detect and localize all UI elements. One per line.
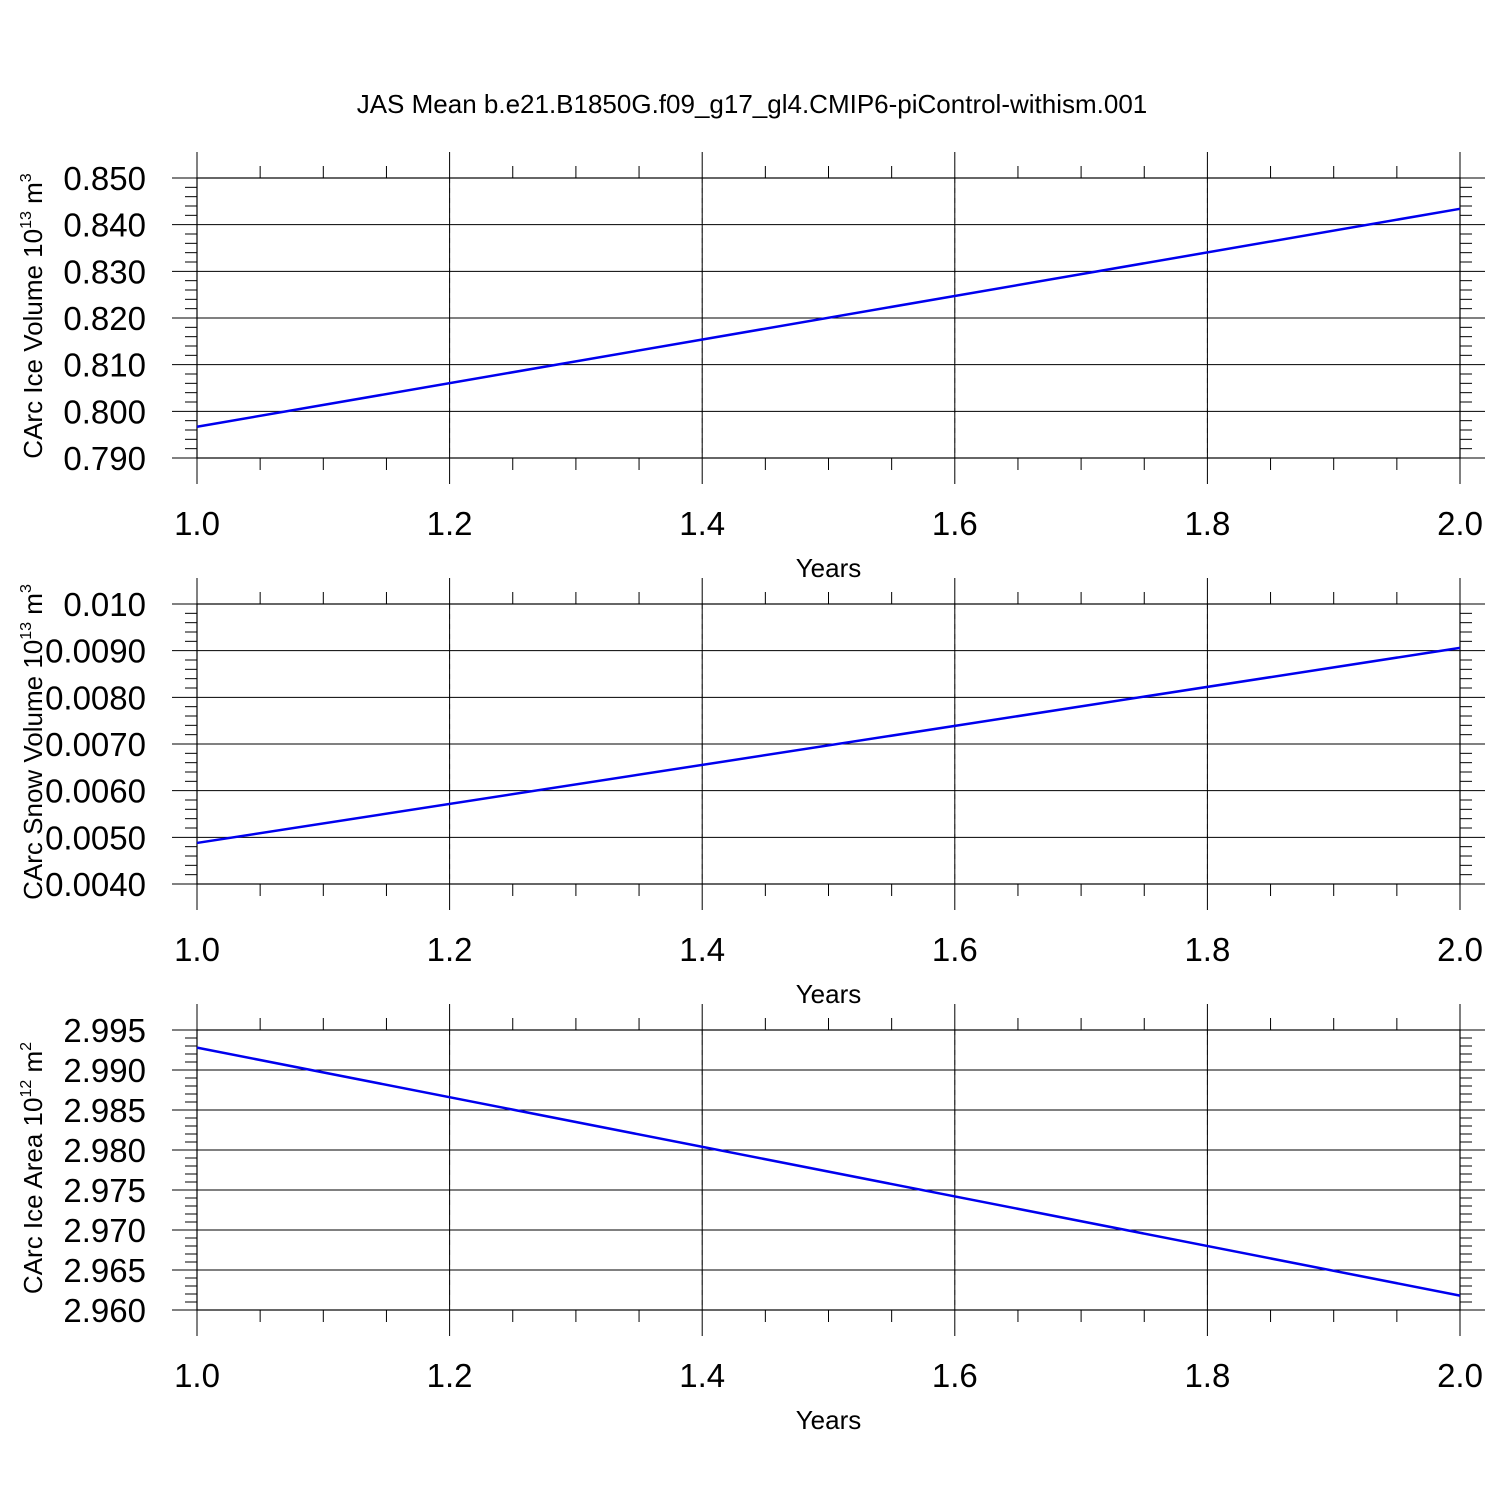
y-tick-label: 0.0080: [45, 679, 146, 716]
x-tick-label: 1.4: [679, 931, 725, 968]
chart-panel-3: 1.0 1.2 1.4 1.6 1.8 2.02.9952.9902.9852.9802.…: [18, 1004, 1485, 1435]
x-tick-label: 1.2: [427, 1357, 473, 1394]
y-axis-title: CArc Snow Volume 1013 m3: [18, 584, 48, 900]
x-axis-title: Years: [796, 979, 862, 1009]
x-tick-label: 1.6: [932, 931, 978, 968]
x-tick-label: 1.0: [174, 1357, 220, 1394]
y-axis-title-part: 12: [18, 1080, 35, 1098]
y-axis-title-part: 2: [18, 1042, 35, 1051]
series-line-1: [196, 1046, 1461, 1297]
y-tick-label: 2.985: [63, 1092, 146, 1129]
y-tick-label: 0.840: [63, 207, 146, 244]
y-tick-label: 2.995: [63, 1012, 146, 1049]
x-tick-label: 1.4: [679, 505, 725, 542]
x-axis-title: Years: [796, 553, 862, 583]
series-line-1: [196, 207, 1461, 428]
x-tick-label: 1.8: [1184, 505, 1230, 542]
x-tick-label: 1.0: [174, 505, 220, 542]
chart-panel-2: 1.0 1.2 1.4 1.6 1.8 2.0 0.010 0.0090 0.0080 0.007…: [18, 578, 1485, 1009]
y-tick-label: 0.810: [63, 347, 146, 384]
y-tick-label: 0.830: [63, 253, 146, 290]
plot-frame: [196, 603, 1461, 885]
plot-frame: [196, 1029, 1461, 1311]
y-axis-title-part: CArc Ice Area 10: [18, 1098, 48, 1295]
figure-title: JAS Mean b.e21.B1850G.f09_g17_gl4.CMIP6-…: [357, 89, 1148, 119]
chart-panels: 1.0 1.2 1.4 1.6 1.8 2.0 0.850 0.840 0.830 0.820 0.…: [18, 152, 1485, 1435]
x-tick-label: 1.8: [1184, 1357, 1230, 1394]
x-tick-label: 1.4: [679, 1357, 725, 1394]
y-tick-label: 0.0060: [45, 773, 146, 810]
y-tick-label: 0.800: [63, 393, 146, 430]
plot-frame: [196, 177, 1461, 459]
y-tick-label: 0.0070: [45, 726, 146, 763]
y-tick-label: 0.850: [63, 160, 146, 197]
x-tick-label: 1.6: [932, 505, 978, 542]
y-axis-title-part: m: [18, 182, 48, 211]
x-tick-label: 1.6: [932, 1357, 978, 1394]
x-tick-label: 1.2: [427, 505, 473, 542]
y-axis-title-part: CArc Snow Volume 10: [18, 640, 48, 900]
y-axis-title: CArc Ice Volume 1013 m3: [18, 173, 48, 458]
x-tick-label: 2.0: [1437, 931, 1483, 968]
y-axis-title-part: 3: [18, 173, 35, 182]
x-axis-title: Years: [796, 1405, 862, 1435]
x-tick-label: 1.2: [427, 931, 473, 968]
y-tick-label: 0.0040: [45, 866, 146, 903]
y-axis-title-part: 3: [18, 584, 35, 593]
y-axis-title-part: m: [18, 1051, 48, 1080]
y-tick-label: 2.970: [63, 1212, 146, 1249]
y-axis-title-part: 13: [18, 622, 35, 640]
y-tick-label: 2.960: [63, 1292, 146, 1329]
y-axis-title-part: CArc Ice Volume 10: [18, 229, 48, 459]
y-tick-label: 0.010: [63, 586, 146, 623]
x-tick-label: 2.0: [1437, 1357, 1483, 1394]
y-tick-label: 2.980: [63, 1132, 146, 1169]
y-tick-label: 0.0090: [45, 633, 146, 670]
series-line-1: [196, 646, 1461, 845]
x-tick-label: 2.0: [1437, 505, 1483, 542]
x-tick-label: 1.8: [1184, 931, 1230, 968]
y-axis-title-part: 13: [18, 211, 35, 229]
y-axis-title: CArc Ice Area 1012 m2: [18, 1042, 48, 1294]
y-axis-title-part: m: [18, 593, 48, 622]
x-tick-label: 1.0: [174, 931, 220, 968]
y-tick-label: 2.990: [63, 1052, 146, 1089]
y-tick-label: 0.790: [63, 440, 146, 477]
chart-panel-1: 1.0 1.2 1.4 1.6 1.8 2.0 0.850 0.840 0.830 0.820 0.…: [18, 152, 1485, 583]
y-tick-label: 2.965: [63, 1252, 146, 1289]
y-tick-label: 0.820: [63, 300, 146, 337]
y-tick-label: 0.0050: [45, 819, 146, 856]
y-tick-label: 2.975: [63, 1172, 146, 1209]
